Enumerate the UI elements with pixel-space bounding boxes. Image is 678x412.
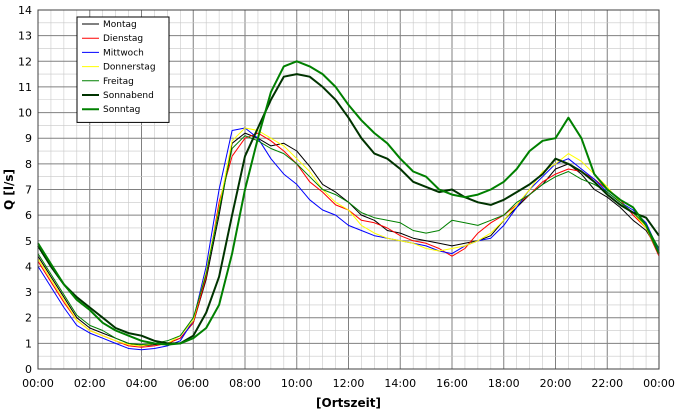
x-tick-label: 00:00: [22, 377, 54, 390]
y-tick-label: 2: [25, 312, 32, 325]
y-tick-label: 14: [18, 4, 32, 17]
series-line-donnerstag: [37, 127, 660, 347]
x-tick-label: 04:00: [126, 377, 158, 390]
legend-label: Montag: [103, 20, 137, 30]
legend-label: Donnerstag: [103, 63, 156, 73]
y-tick-label: 10: [18, 107, 32, 120]
series-line-freitag: [37, 135, 660, 346]
plot-border: [37, 9, 660, 370]
x-tick-label: 02:00: [74, 377, 106, 390]
y-tick-label: 4: [25, 260, 32, 273]
legend: Montag Dienstag Mittwoch Donnerstag Freitag S…: [76, 16, 170, 123]
x-tick-label: 08:00: [229, 377, 261, 390]
y-tick-label: 3: [25, 286, 32, 299]
y-tick-label: 11: [18, 81, 32, 94]
legend-label: Sonnabend: [103, 91, 154, 101]
legend-label: Dienstag: [103, 34, 143, 44]
y-tick-label: 13: [18, 30, 32, 43]
x-tick-label: 22:00: [591, 377, 623, 390]
y-tick-label: 7: [25, 184, 32, 197]
y-tick-label: 6: [25, 209, 32, 222]
x-tick-label: 18:00: [488, 377, 520, 390]
x-tick-label: 20:00: [540, 377, 572, 390]
x-tick-label: 10:00: [281, 377, 313, 390]
y-tick-label: 1: [25, 337, 32, 350]
x-tick-label: 16:00: [436, 377, 468, 390]
legend-label: Mittwoch: [103, 48, 144, 58]
legend-label: Sonntag: [103, 105, 140, 115]
x-tick-label: 14:00: [384, 377, 416, 390]
x-tick-label: 12:00: [333, 377, 365, 390]
y-tick-label: 12: [18, 55, 32, 68]
y-tick-label: 9: [25, 132, 32, 145]
x-tick-label: 06:00: [177, 377, 209, 390]
legend-box: [76, 16, 170, 123]
y-axis-title: Q [l/s]: [2, 169, 16, 210]
series-line-sonntag: [37, 60, 660, 346]
x-axis-title: [Ortszeit]: [316, 396, 381, 410]
y-tick-label: 8: [25, 158, 32, 171]
legend-label: Freitag: [103, 77, 134, 87]
series-line-sonnabend: [37, 73, 660, 345]
y-tick-label: 0: [25, 363, 32, 376]
y-tick-label: 5: [25, 235, 32, 248]
series-group: [37, 60, 660, 351]
x-tick-label: 00:00: [643, 377, 675, 390]
